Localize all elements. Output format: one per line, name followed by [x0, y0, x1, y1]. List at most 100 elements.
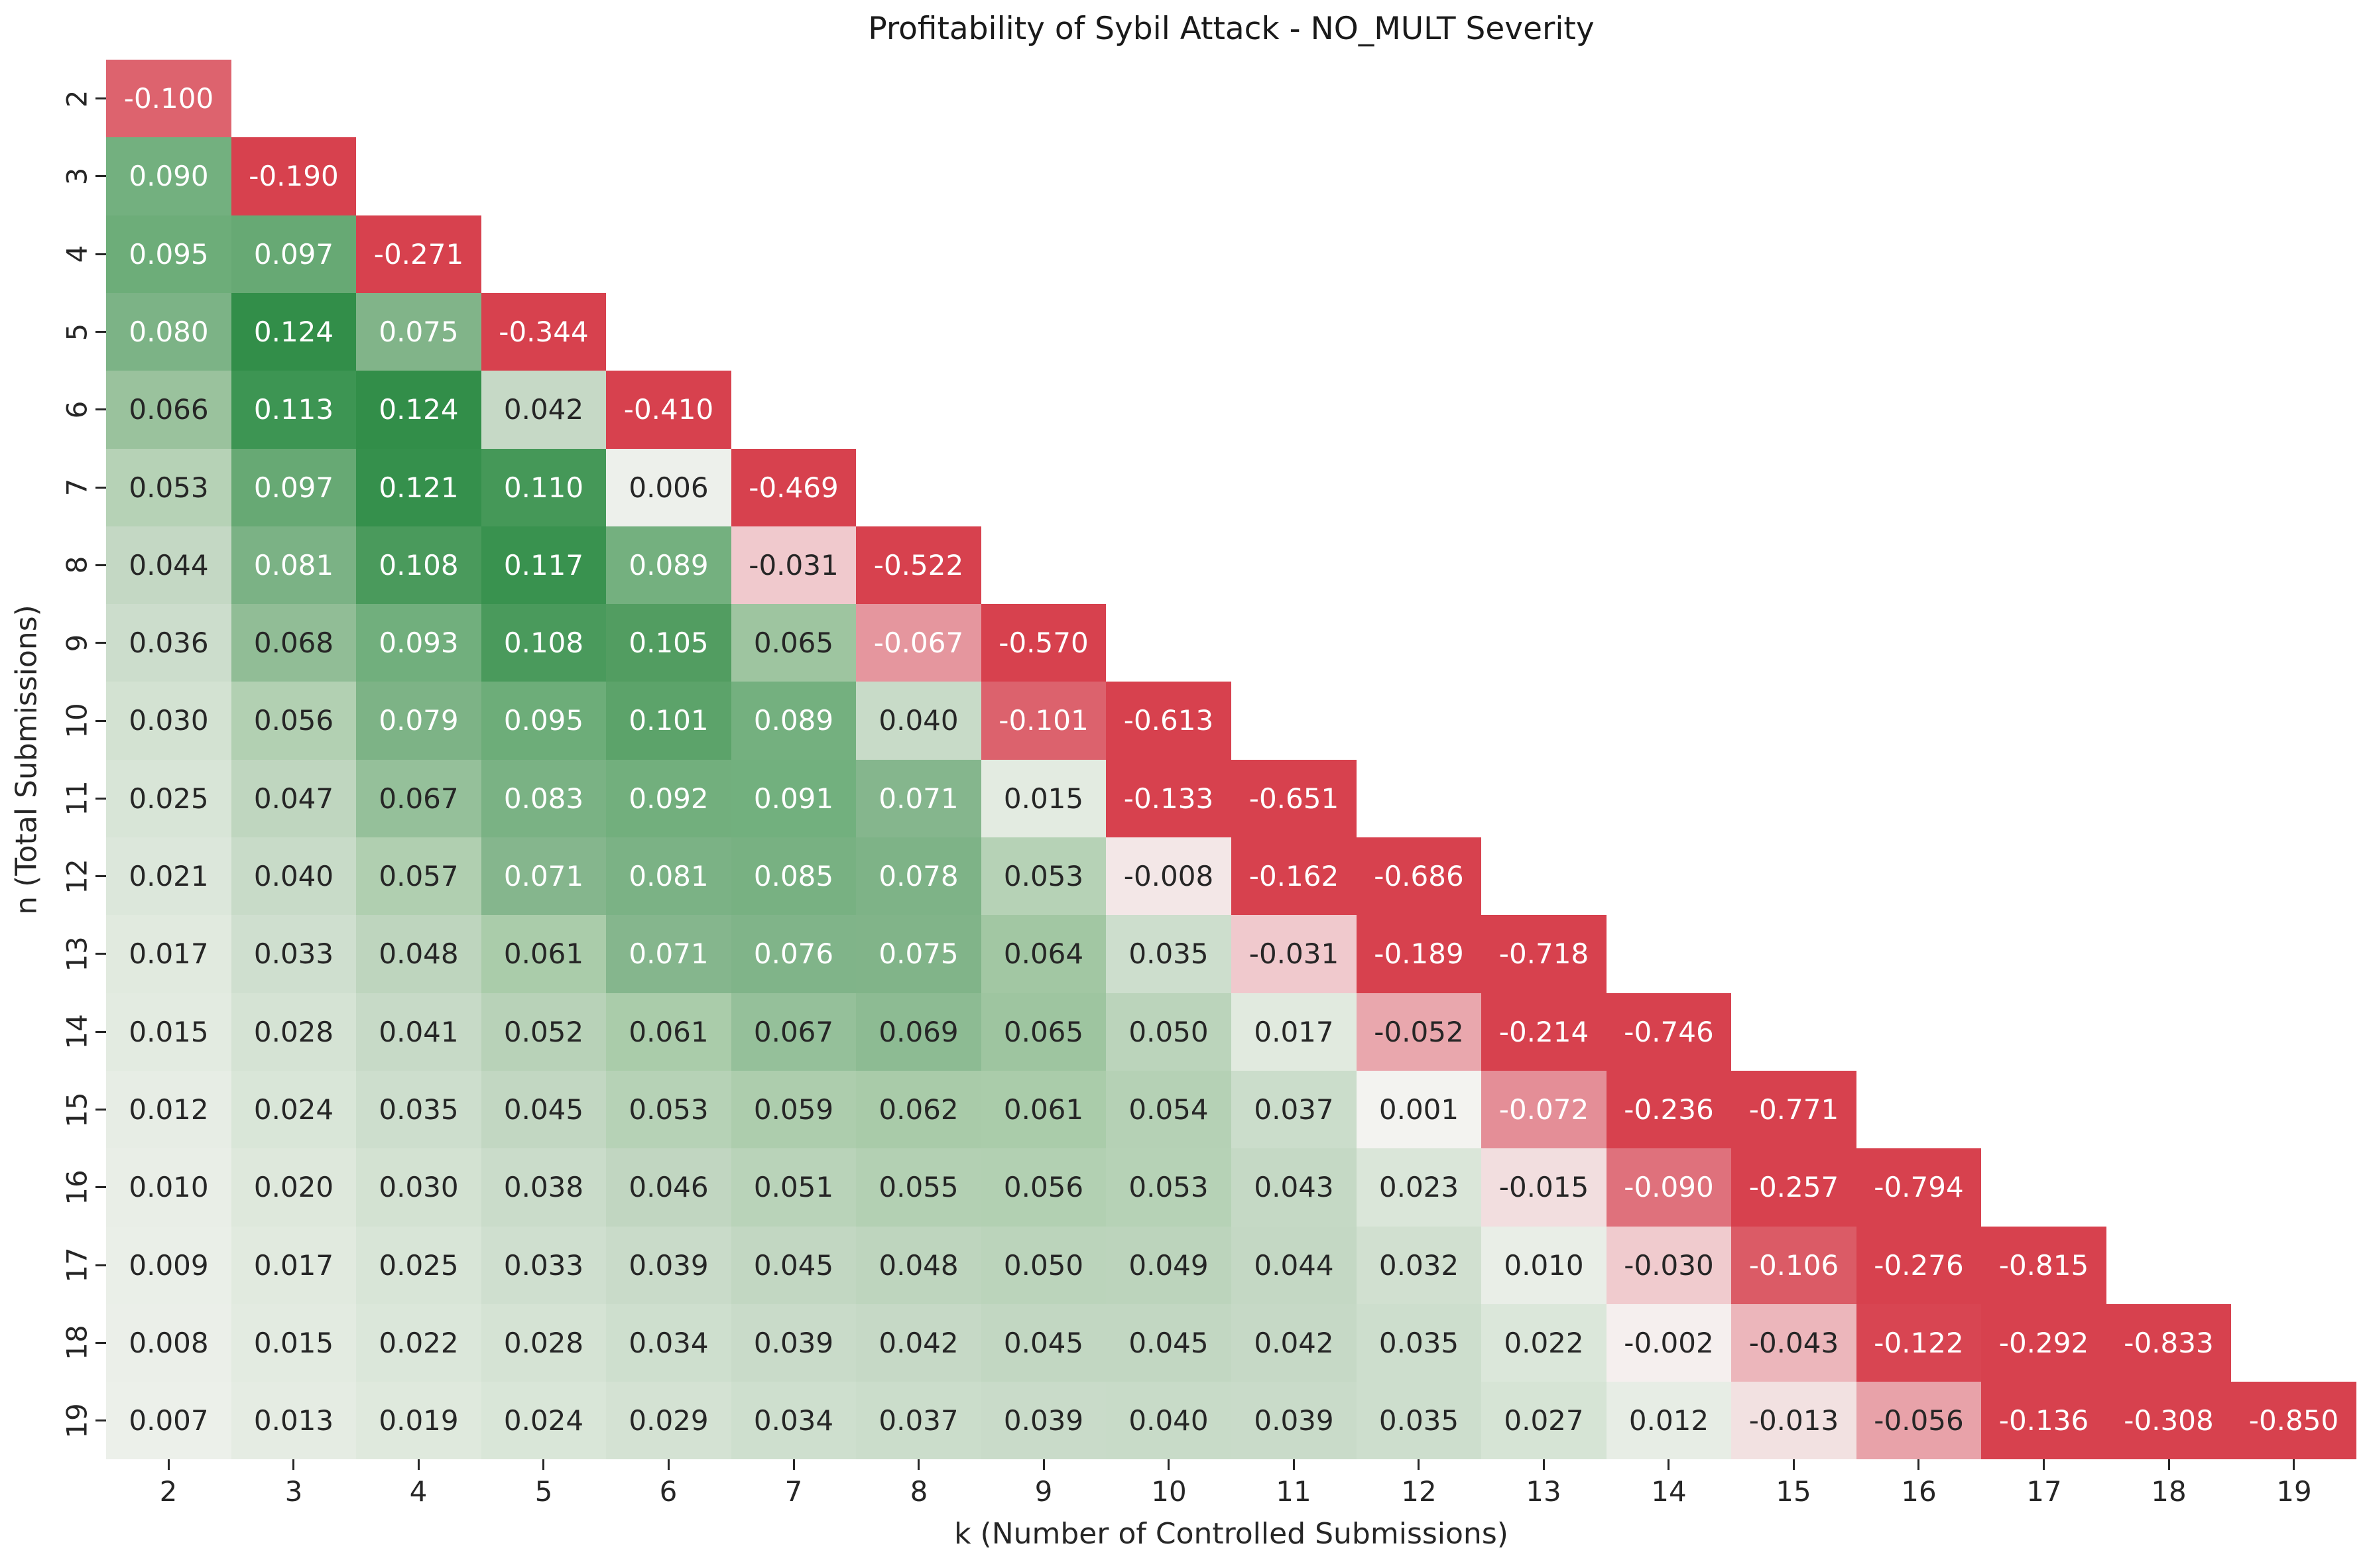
heatmap-cell: 0.081	[606, 837, 731, 915]
heatmap-cell: 0.124	[356, 371, 481, 449]
heatmap-cell: 0.035	[356, 1071, 481, 1148]
y-tick-label: 3	[60, 167, 93, 186]
heatmap-cell: 0.021	[106, 837, 231, 915]
y-tick-mark	[95, 875, 106, 877]
heatmap-cell: 0.019	[356, 1382, 481, 1459]
heatmap-cell: 0.045	[981, 1304, 1106, 1382]
y-tick-label: 17	[60, 1247, 93, 1283]
heatmap-cell: 0.055	[856, 1148, 981, 1227]
heatmap-cell: -0.292	[1981, 1304, 2106, 1382]
heatmap-cell: -0.136	[1981, 1382, 2106, 1459]
heatmap-cell: 0.105	[606, 604, 731, 682]
heatmap-cell: 0.080	[106, 293, 231, 371]
heatmap-cell: 0.071	[606, 915, 731, 993]
heatmap-cell: 0.043	[1231, 1148, 1357, 1227]
heatmap-cell: 0.053	[981, 837, 1106, 915]
y-tick-label: 9	[60, 634, 93, 652]
heatmap-cell: 0.045	[481, 1071, 606, 1148]
heatmap-cell: 0.108	[356, 526, 481, 604]
heatmap-cell: 0.035	[1357, 1382, 1481, 1459]
heatmap-cell: -0.276	[1856, 1227, 1981, 1304]
heatmap-cell: -0.308	[2106, 1382, 2231, 1459]
heatmap-cell: 0.045	[731, 1227, 856, 1304]
heatmap-cell: -0.122	[1856, 1304, 1981, 1382]
heatmap-cell: 0.095	[481, 682, 606, 760]
x-tick-mark	[1543, 1459, 1545, 1470]
heatmap-cell: 0.061	[481, 915, 606, 993]
heatmap-cell: -0.651	[1231, 760, 1357, 837]
heatmap-cell: -0.686	[1357, 837, 1481, 915]
heatmap-cell: 0.017	[106, 915, 231, 993]
heatmap-cell: -0.271	[356, 215, 481, 293]
x-tick-label: 3	[284, 1475, 303, 1508]
heatmap-cell: 0.010	[106, 1148, 231, 1227]
heatmap-cell: 0.052	[481, 993, 606, 1071]
heatmap-cell: 0.037	[856, 1382, 981, 1459]
heatmap-cell: -0.072	[1481, 1071, 1607, 1148]
heatmap-cell: -0.771	[1731, 1071, 1856, 1148]
heatmap-cell: 0.036	[106, 604, 231, 682]
y-tick-label: 15	[60, 1092, 93, 1128]
heatmap-cell: 0.053	[106, 449, 231, 526]
heatmap-cell: 0.057	[356, 837, 481, 915]
x-tick-mark	[1668, 1459, 1669, 1470]
heatmap-cell: 0.047	[231, 760, 356, 837]
heatmap-cell: -0.106	[1731, 1227, 1856, 1304]
heatmap-cell: -0.043	[1731, 1304, 1856, 1382]
heatmap-cell: -0.469	[731, 449, 856, 526]
heatmap-cell: -0.002	[1607, 1304, 1731, 1382]
heatmap-cell: 0.062	[856, 1071, 981, 1148]
y-tick-mark	[95, 1264, 106, 1266]
heatmap-cell: 0.064	[981, 915, 1106, 993]
x-tick-label: 4	[409, 1475, 428, 1508]
heatmap-cell: 0.007	[106, 1382, 231, 1459]
heatmap-cell: 0.101	[606, 682, 731, 760]
x-tick-mark	[1043, 1459, 1045, 1470]
heatmap-cell: 0.091	[731, 760, 856, 837]
heatmap-cell: 0.044	[106, 526, 231, 604]
x-tick-mark	[1917, 1459, 1919, 1470]
heatmap-cell: 0.046	[606, 1148, 731, 1227]
heatmap-cell: 0.008	[106, 1304, 231, 1382]
heatmap-cell: 0.071	[856, 760, 981, 837]
heatmap-cell: 0.029	[606, 1382, 731, 1459]
x-tick-label: 2	[159, 1475, 178, 1508]
heatmap-cell: 0.030	[106, 682, 231, 760]
heatmap-cell: 0.113	[231, 371, 356, 449]
heatmap-cell: 0.024	[231, 1071, 356, 1148]
x-tick-mark	[1793, 1459, 1795, 1470]
heatmap-cell: 0.042	[856, 1304, 981, 1382]
y-tick-label: 14	[60, 1014, 93, 1050]
heatmap-cell: 0.061	[981, 1071, 1106, 1148]
heatmap-cell: -0.236	[1607, 1071, 1731, 1148]
heatmap-cell: 0.089	[731, 682, 856, 760]
heatmap-cell: 0.049	[1106, 1227, 1231, 1304]
x-tick-label: 6	[659, 1475, 678, 1508]
heatmap-cell: 0.076	[731, 915, 856, 993]
x-tick-label: 19	[2276, 1475, 2312, 1508]
y-tick-mark	[95, 1342, 106, 1344]
heatmap-cell: 0.034	[731, 1382, 856, 1459]
heatmap-cell: -0.008	[1106, 837, 1231, 915]
heatmap-cell: -0.833	[2106, 1304, 2231, 1382]
heatmap-cell: 0.039	[731, 1304, 856, 1382]
heatmap-cell: 0.009	[106, 1227, 231, 1304]
heatmap-cell: 0.081	[231, 526, 356, 604]
y-axis-label: n (Total Submissions)	[9, 605, 44, 915]
heatmap-cell: 0.053	[606, 1071, 731, 1148]
y-tick-label: 10	[60, 703, 93, 739]
y-tick-mark	[95, 1186, 106, 1188]
heatmap-cell: -0.052	[1357, 993, 1481, 1071]
y-tick-mark	[95, 331, 106, 333]
heatmap-cell: 0.017	[1231, 993, 1357, 1071]
heatmap-cell: 0.038	[481, 1148, 606, 1227]
y-tick-label: 7	[60, 478, 93, 497]
heatmap-cell: 0.068	[231, 604, 356, 682]
heatmap-cell: 0.025	[106, 760, 231, 837]
y-tick-label: 8	[60, 556, 93, 574]
heatmap-cell: -0.090	[1607, 1148, 1731, 1227]
x-tick-label: 9	[1034, 1475, 1053, 1508]
x-tick-mark	[292, 1459, 294, 1470]
heatmap-cell: 0.061	[606, 993, 731, 1071]
